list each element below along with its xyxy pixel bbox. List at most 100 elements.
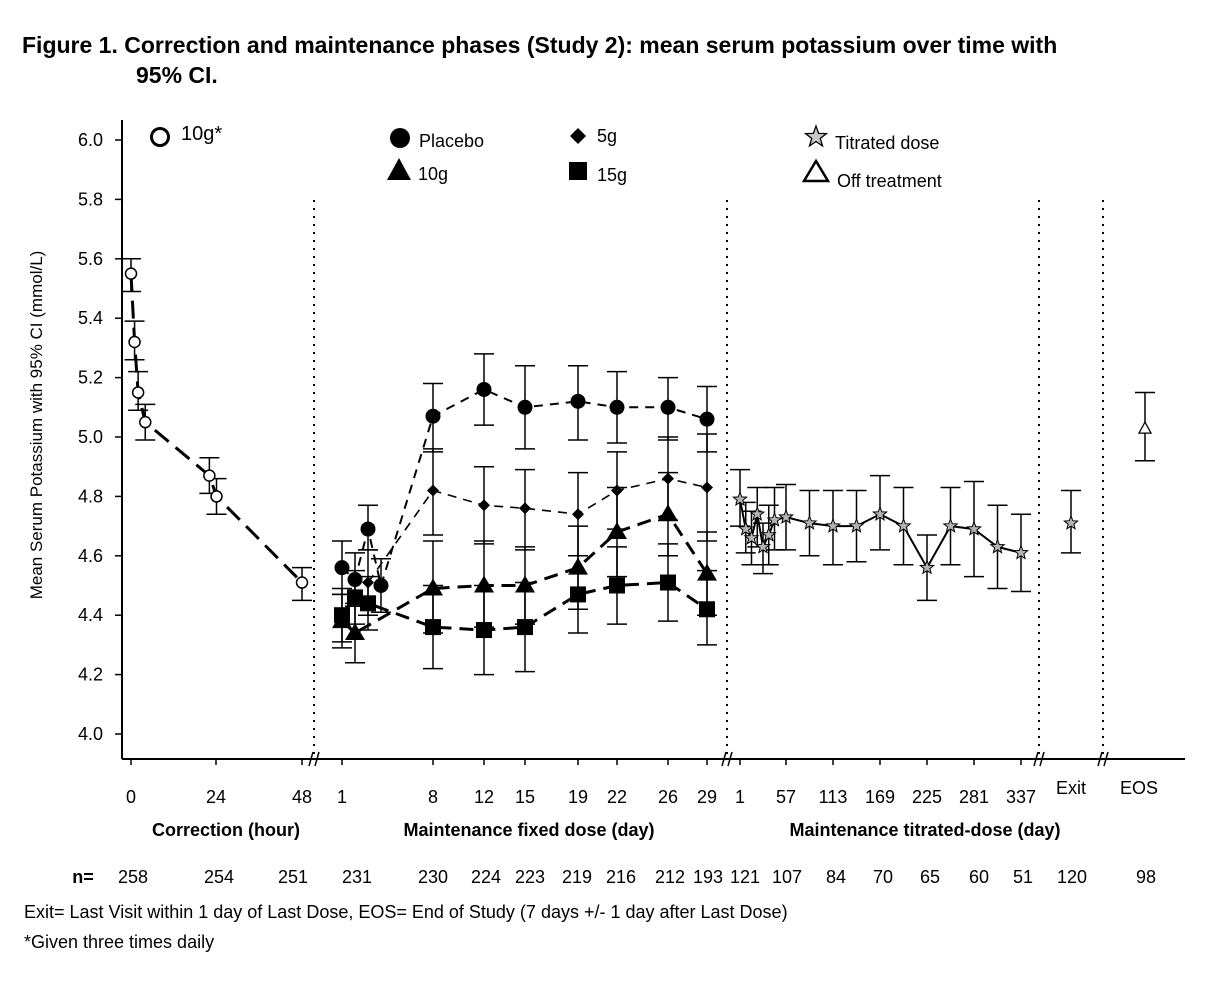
data-point: [965, 520, 983, 536]
axis-break-mark: [308, 751, 314, 767]
data-point: [848, 517, 865, 533]
n-value: 223: [515, 867, 545, 887]
data-point: [918, 559, 936, 575]
figure-title: Figure 1. Correction and maintenance pha…: [22, 30, 1192, 90]
data-point: [203, 469, 216, 482]
data-point: [478, 499, 490, 512]
n-value: 65: [920, 867, 940, 887]
series-10g: [121, 258, 312, 602]
legend-entry-placebo: Placebo: [390, 128, 484, 151]
data-point: [476, 622, 492, 639]
data-point: [609, 399, 625, 415]
legend-marker: [803, 124, 829, 148]
legend-entry-15g: 15g: [569, 162, 627, 185]
n-value: 60: [969, 867, 989, 887]
data-point: [373, 578, 389, 593]
legend-marker: [570, 128, 586, 144]
data-point: [658, 504, 678, 522]
n-row-label: n=: [72, 867, 94, 887]
data-point: [474, 575, 494, 593]
data-point: [124, 267, 138, 280]
data-point: [660, 574, 676, 591]
n-value: 230: [418, 867, 448, 887]
data-point: [425, 619, 441, 636]
y-tick-label: 5.0: [78, 427, 103, 447]
legend-label: 5g: [597, 126, 617, 146]
figure-title-line2: 95% CI.: [136, 62, 218, 88]
data-point: [334, 560, 350, 576]
n-value: 216: [606, 867, 636, 887]
data-point: [989, 538, 1006, 554]
y-tick-label: 4.2: [78, 665, 103, 685]
legend: 10g* Placebo 5g 10g 15g Titrated dose Off trea…: [150, 123, 942, 191]
n-value: 224: [471, 867, 501, 887]
x-tick-label: 337: [1006, 787, 1036, 807]
y-tick-label: 5.4: [78, 308, 103, 328]
data-point: [131, 386, 145, 399]
axis-break-mark: [1039, 751, 1045, 767]
legend-entry-off-treatment: Off treatment: [801, 158, 942, 191]
x-tick-label: EOS: [1120, 778, 1158, 798]
data-point: [760, 526, 777, 542]
data-point: [660, 399, 676, 415]
n-value: 212: [655, 867, 685, 887]
data-point: [334, 607, 350, 624]
y-tick-label: 4.4: [78, 605, 103, 625]
x-tick-label: 22: [607, 787, 627, 807]
n-value: 51: [1013, 867, 1033, 887]
y-tick-label: 5.8: [78, 189, 103, 209]
n-value: 107: [772, 867, 802, 887]
legend-entry-titrated-dose: Titrated dose: [803, 124, 939, 153]
footnote-abbreviations: Exit= Last Visit within 1 day of Last Do…: [24, 902, 788, 922]
series-placebo: [332, 353, 717, 613]
data-point: [1137, 420, 1153, 434]
data-point: [139, 415, 152, 429]
legend-label: Off treatment: [837, 171, 942, 191]
axis-break-mark: [1097, 751, 1103, 767]
y-tick-label: 5.2: [78, 368, 103, 388]
axis-break-mark: [1033, 751, 1039, 767]
y-tick-label: 4.8: [78, 486, 103, 506]
y-tick-label: 5.6: [78, 249, 103, 269]
y-tick-label: 4.0: [78, 724, 103, 744]
n-value: 84: [826, 867, 846, 887]
x-tick-label: 281: [959, 787, 989, 807]
n-value: 231: [342, 867, 372, 887]
x-tick-label: 48: [292, 787, 312, 807]
series-off-treatment: [1135, 391, 1155, 462]
legend-marker: [801, 158, 831, 183]
data-point: [1012, 544, 1030, 560]
n-value: 254: [204, 867, 234, 887]
legend-label: 10g*: [181, 123, 222, 145]
axis-break-mark: [314, 751, 320, 767]
data-point: [754, 538, 772, 554]
x-tick-label: 29: [697, 787, 717, 807]
data-point: [572, 508, 584, 521]
legend-entry-10g: 10g: [387, 158, 448, 184]
y-axis-label: Mean Serum Potassium with 95% CI (mmol/L…: [27, 251, 46, 600]
axis-break-mark: [727, 751, 733, 767]
data-point: [360, 521, 376, 537]
x-tick-label: 113: [819, 787, 848, 807]
y-tick-label: 4.6: [78, 546, 103, 566]
x-tick-label: 24: [206, 787, 226, 807]
data-point: [737, 520, 754, 536]
series-15g: [332, 543, 717, 676]
data-point: [570, 393, 586, 409]
legend-marker: [569, 162, 587, 180]
x-tick-label: 225: [912, 787, 942, 807]
data-point: [824, 517, 842, 533]
x-tick-label: 12: [474, 787, 494, 807]
phase-label: Maintenance fixed dose (day): [403, 820, 654, 840]
data-point: [766, 511, 783, 527]
x-tick-label: 19: [568, 787, 588, 807]
data-point: [519, 502, 531, 515]
data-point: [427, 484, 439, 497]
legend-label: 10g: [418, 164, 448, 184]
footnote-dosing: *Given three times daily: [24, 932, 215, 952]
data-point: [743, 529, 760, 545]
series-line: [341, 388, 708, 590]
n-value: 121: [730, 867, 760, 887]
data-point: [895, 517, 912, 533]
